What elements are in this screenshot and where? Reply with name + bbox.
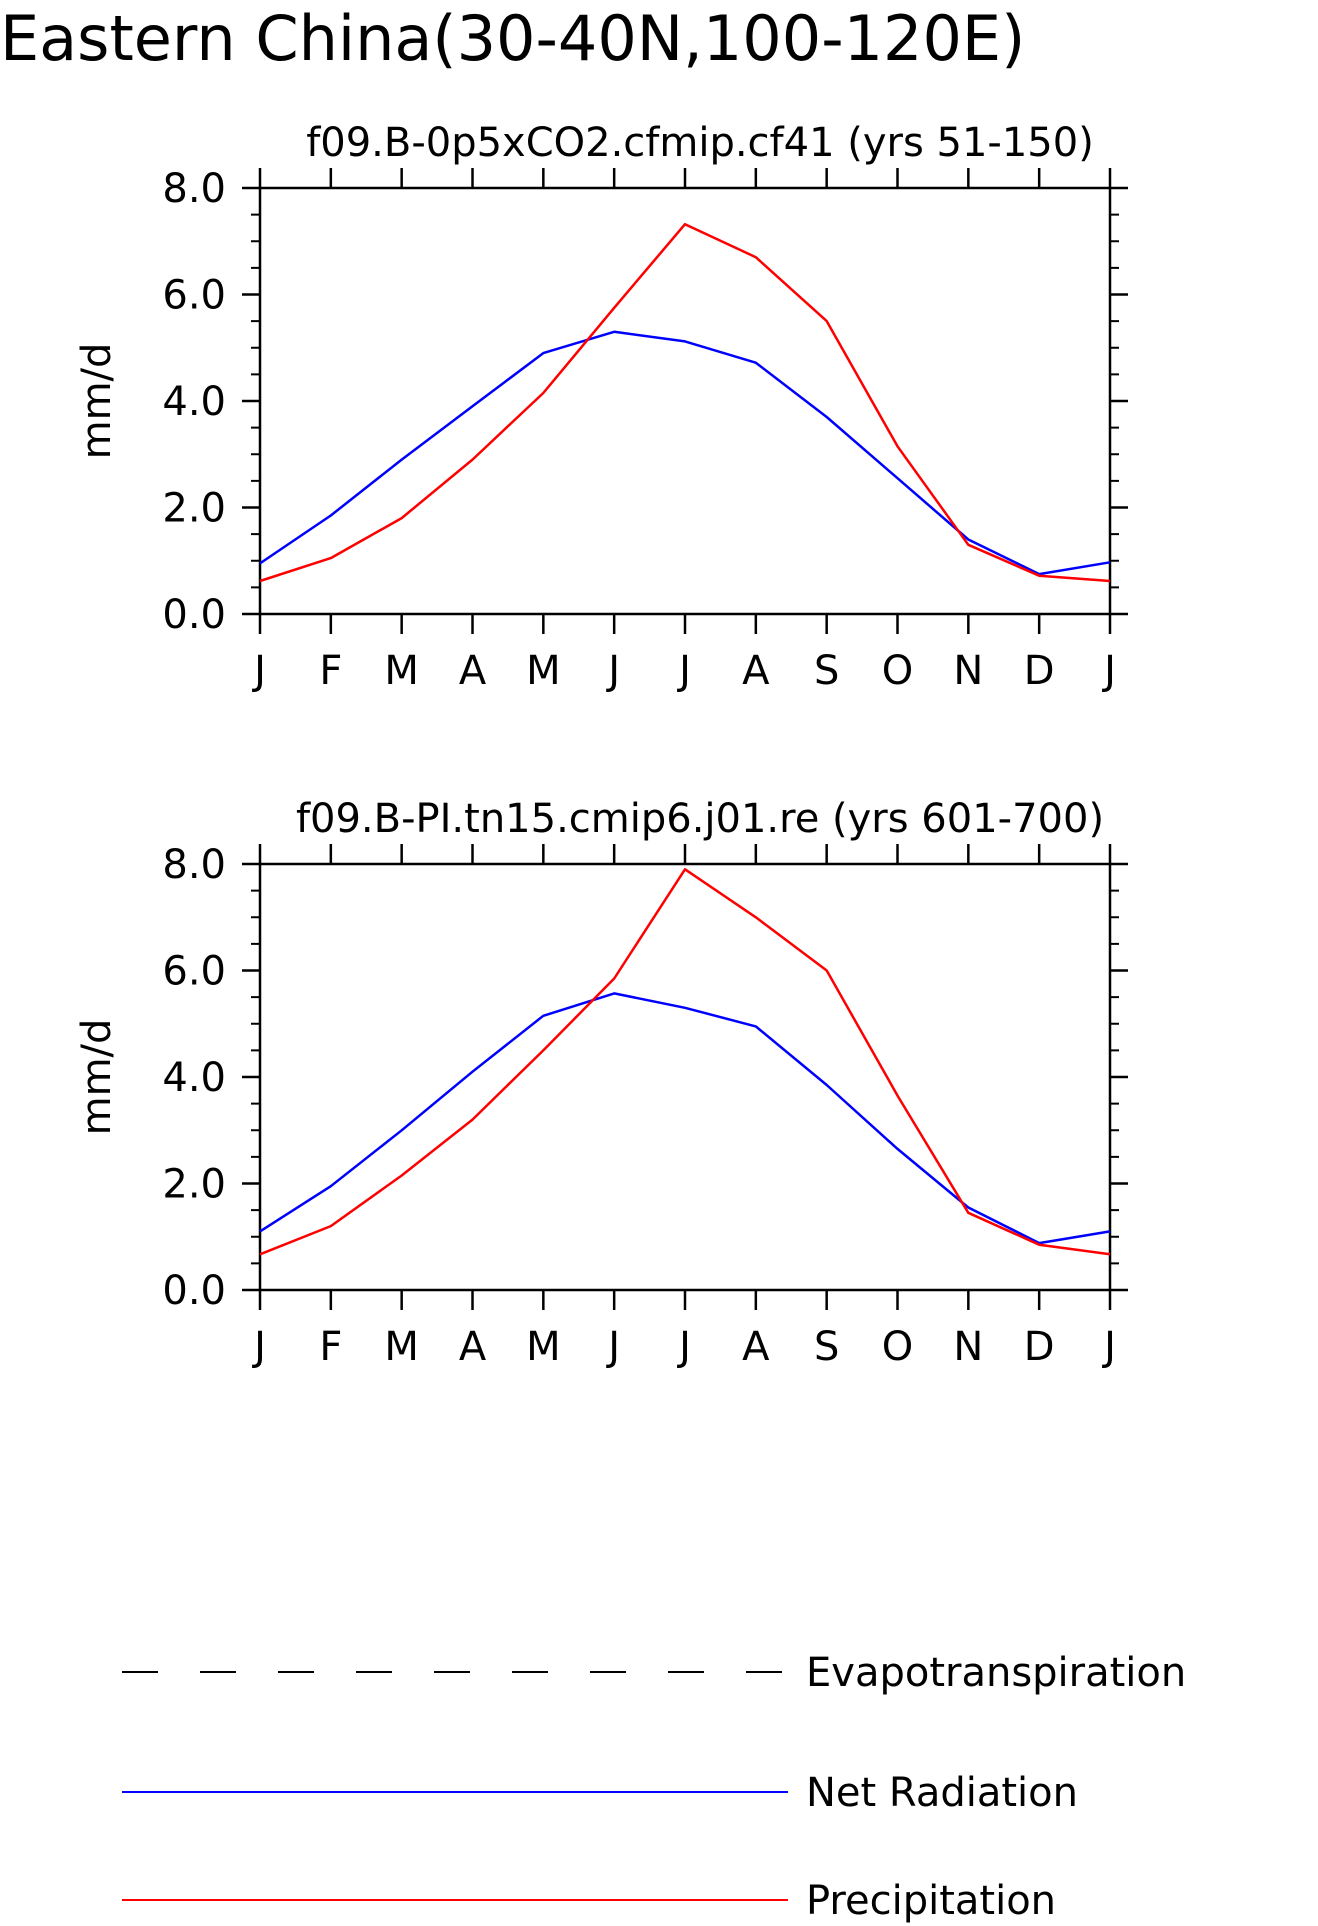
- x-tick-label: J: [605, 1324, 620, 1370]
- x-tick-label: M: [526, 648, 561, 694]
- y-axis-label: mm/d: [74, 343, 120, 460]
- x-tick-label: O: [882, 1324, 913, 1370]
- series-line-precipitation: [259, 868, 1111, 1256]
- y-tick-label: 0.0: [162, 1268, 226, 1314]
- figure-title: Eastern China(30-40N,100-120E): [0, 2, 1025, 75]
- series-line-net-radiation: [259, 992, 1111, 1245]
- x-tick-label: D: [1024, 648, 1055, 694]
- y-tick-label: 2.0: [162, 1162, 226, 1208]
- x-tick-label: J: [676, 1324, 691, 1370]
- x-tick-label: N: [953, 1324, 983, 1370]
- y-tick-label: 4.0: [162, 1055, 226, 1101]
- y-tick-label: 8.0: [162, 842, 226, 888]
- chart-panels: f09.B-0p5xCO2.cfmip.cf41 (yrs 51-150) mm/…: [74, 120, 1128, 1370]
- legend-label-net-radiation: Net Radiation: [806, 1770, 1078, 1816]
- y-tick-label: 0.0: [162, 592, 226, 638]
- y-tick-label: 4.0: [162, 379, 226, 425]
- x-tick-label: A: [742, 648, 770, 694]
- x-tick-label: J: [605, 648, 620, 694]
- x-tick-label: D: [1024, 1324, 1055, 1370]
- series-line-precipitation: [259, 222, 1111, 583]
- chart-panel-2: f09.B-PI.tn15.cmip6.j01.re (yrs 601-700)…: [74, 796, 1128, 1370]
- x-tick-label: J: [1101, 1324, 1116, 1370]
- chart-title: f09.B-0p5xCO2.cfmip.cf41 (yrs 51-150): [306, 120, 1094, 166]
- y-axis-label: mm/d: [74, 1019, 120, 1136]
- x-tick-label: O: [882, 648, 913, 694]
- chart-panel-1: f09.B-0p5xCO2.cfmip.cf41 (yrs 51-150) mm/…: [74, 120, 1128, 694]
- x-tick-label: A: [459, 1324, 487, 1370]
- x-tick-label: F: [319, 648, 342, 694]
- x-tick-label: J: [251, 1324, 266, 1370]
- y-tick-label: 2.0: [162, 486, 226, 532]
- x-tick-label: S: [814, 648, 839, 694]
- y-tick-label: 6.0: [162, 273, 226, 319]
- x-tick-label: M: [384, 648, 419, 694]
- legend: Evapotranspiration Net Radiation Precipita…: [122, 1650, 1186, 1924]
- series-line-net-radiation: [259, 330, 1111, 576]
- x-tick-label: M: [526, 1324, 561, 1370]
- x-tick-label: F: [319, 1324, 342, 1370]
- y-tick-label: 6.0: [162, 949, 226, 995]
- x-tick-label: J: [1101, 648, 1116, 694]
- x-tick-label: A: [459, 648, 487, 694]
- plot-frame: [258, 862, 1112, 1292]
- y-tick-label: 8.0: [162, 166, 226, 212]
- x-tick-label: M: [384, 1324, 419, 1370]
- x-tick-label: N: [953, 648, 983, 694]
- x-tick-label: J: [676, 648, 691, 694]
- legend-label-evapotranspiration: Evapotranspiration: [806, 1650, 1186, 1696]
- chart-title: f09.B-PI.tn15.cmip6.j01.re (yrs 601-700): [296, 796, 1104, 842]
- x-tick-label: S: [814, 1324, 839, 1370]
- legend-label-precipitation: Precipitation: [806, 1878, 1056, 1924]
- x-tick-label: A: [742, 1324, 770, 1370]
- x-tick-label: J: [251, 648, 266, 694]
